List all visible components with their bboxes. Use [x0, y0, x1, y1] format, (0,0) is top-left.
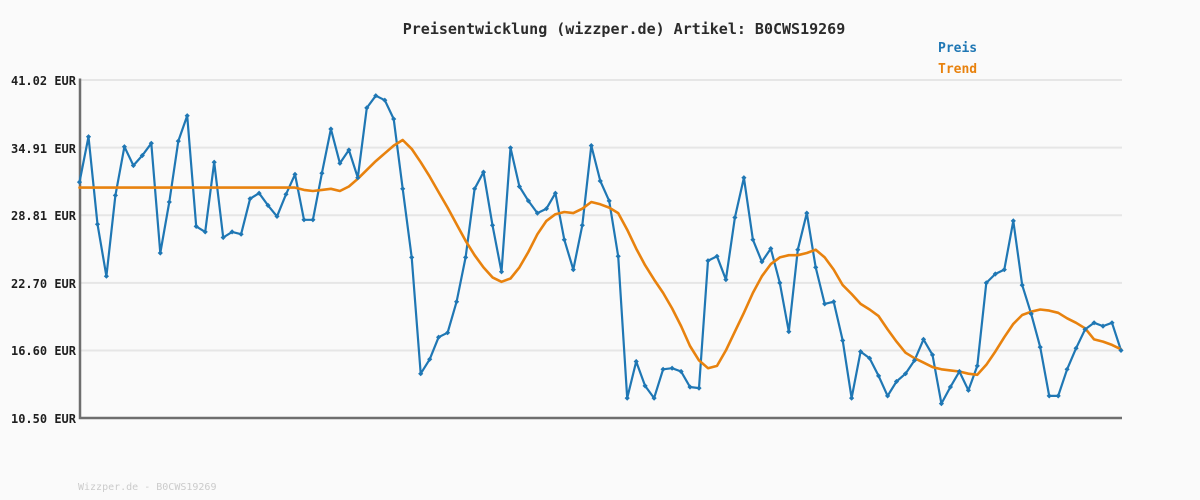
trend-line — [78, 138, 1123, 377]
watermark-footer: Wizzper.de - B0CWS19269 — [78, 482, 217, 493]
y-axis-tick-label: 16.60 EUR — [10, 344, 76, 359]
preis-markers — [76, 93, 1124, 407]
y-axis-tick-label: 34.91 EUR — [10, 141, 76, 156]
chart-title: Preisentwicklung (wizzper.de) Artikel: B… — [402, 20, 846, 38]
axis-lines — [78, 78, 1122, 420]
legend: Preis Trend — [938, 38, 977, 80]
y-axis-tick-label: 22.70 EUR — [10, 276, 76, 291]
legend-item-trend: Trend — [938, 62, 978, 77]
preis-line — [78, 94, 1123, 405]
legend-item-preis: Preis — [938, 41, 978, 56]
y-axis-tick-label: 41.02 EUR — [10, 74, 76, 88]
y-axis-tick-label: 28.81 EUR — [10, 209, 76, 224]
y-axis-tick-label: 10.50 EUR — [10, 412, 76, 426]
